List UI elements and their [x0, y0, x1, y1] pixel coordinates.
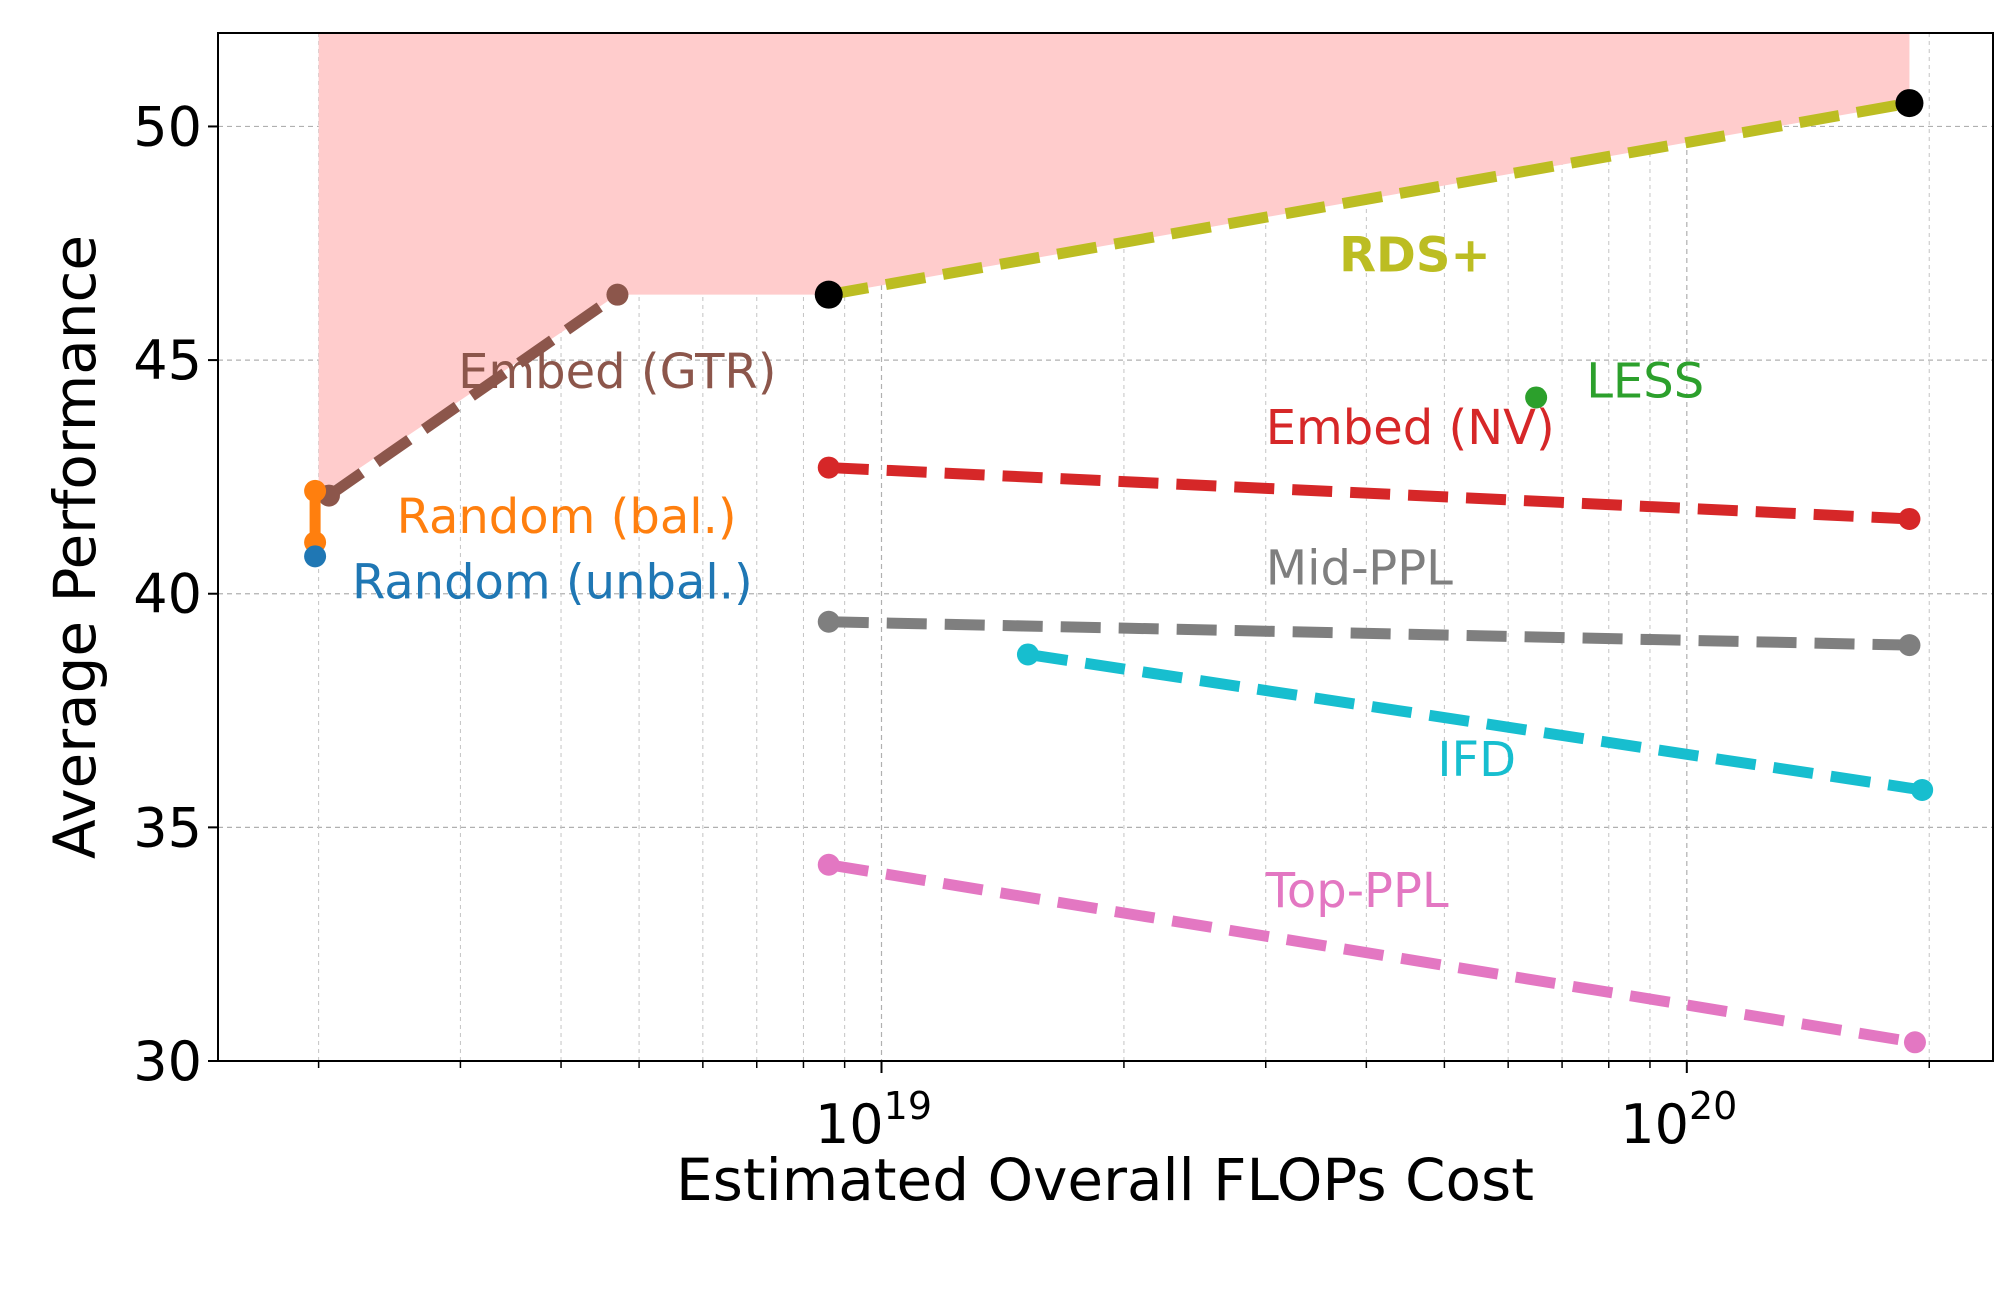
series-random-bal: [304, 479, 327, 554]
label-rds: RDS+: [1339, 227, 1491, 283]
frontier-area: [318, 33, 1910, 496]
y-tick-label: 50: [133, 95, 202, 158]
x-tick-label-exponent: 20: [1689, 1084, 1737, 1128]
x-axis-label: Estimated Overall FLOPs Cost: [676, 1146, 1534, 1214]
series-rds: [814, 89, 1924, 309]
series-line-embed-nv: [828, 462, 1910, 525]
label-embed-gtr: Embed (GTR): [458, 344, 776, 400]
data-point-random-bal: [304, 479, 327, 502]
y-axis-label: Average Performance: [41, 235, 109, 859]
data-point-ifd: [1911, 778, 1934, 801]
x-tick-label-exponent: 19: [884, 1084, 932, 1128]
plot-frame: [217, 32, 1994, 1062]
data-point-mid-ppl: [817, 610, 840, 633]
y-tick-label: 35: [133, 796, 202, 859]
data-point-less: [1525, 386, 1548, 409]
series-line-top-ppl: [827, 859, 1916, 1048]
series-mid-ppl: [817, 610, 1921, 657]
annotation-group: RDS+ Embed (GTR) LESS Embed (NV) Random (bal…: [352, 227, 1704, 918]
series-line-ifd: [1027, 649, 1923, 796]
series-line-rds: [827, 97, 1911, 301]
series-line-embed-gtr: [325, 290, 621, 501]
data-point-random-unbal: [304, 545, 327, 568]
series-embed-nv: [817, 456, 1921, 530]
y-tick-label: 30: [133, 1030, 202, 1093]
data-point-top-ppl: [1903, 1031, 1926, 1054]
y-tick-label: 40: [133, 563, 202, 626]
data-point-mid-ppl: [1898, 634, 1921, 657]
label-embed-nv: Embed (NV): [1266, 400, 1555, 456]
data-point-embed-nv: [817, 456, 840, 479]
series-top-ppl: [817, 853, 1926, 1054]
label-top-ppl: Top-PPL: [1265, 863, 1449, 919]
label-ifd: IFD: [1437, 732, 1516, 788]
y-tick-label: 45: [133, 329, 202, 392]
frontier-region: [318, 33, 1910, 496]
series-random-unbal: [304, 545, 327, 568]
data-point-rds: [1895, 89, 1924, 118]
data-point-embed-gtr: [606, 283, 629, 306]
data-point-ifd: [1016, 643, 1039, 666]
data-point-embed-nv: [1898, 507, 1921, 530]
axis-ticks: 30 35 40 45 50 1019 1020: [133, 95, 1930, 1156]
label-less: LESS: [1586, 353, 1704, 409]
series-group: [304, 89, 1934, 1054]
data-point-top-ppl: [817, 853, 840, 876]
label-random-bal: Random (bal.): [397, 489, 737, 545]
series-less: [1525, 386, 1548, 409]
series-ifd: [1016, 643, 1934, 801]
label-random-unbal: Random (unbal.): [352, 554, 753, 610]
x-tick-label: 1019: [815, 1084, 932, 1156]
data-point-rds: [814, 280, 843, 309]
series-line-mid-ppl: [828, 616, 1910, 651]
x-tick-label: 1020: [1620, 1084, 1737, 1156]
label-mid-ppl: Mid-PPL: [1266, 540, 1453, 596]
